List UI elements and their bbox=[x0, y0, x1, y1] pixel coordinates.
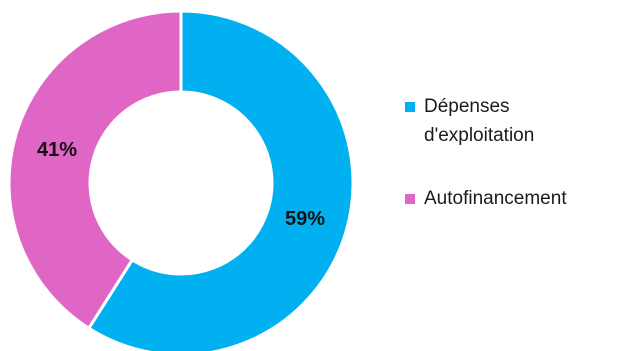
legend-swatch-autofinancement bbox=[405, 194, 415, 204]
slice-label-autofinancement: 41% bbox=[37, 139, 77, 161]
legend-swatch-depenses bbox=[405, 102, 415, 112]
legend-item-depenses: Dépenses d'exploitation bbox=[405, 92, 615, 150]
legend-label-depenses: Dépenses d'exploitation bbox=[424, 96, 535, 146]
slice-label-depenses: 59% bbox=[285, 208, 325, 230]
legend-label-autofinancement: Autofinancement bbox=[424, 188, 567, 209]
slice-depenses bbox=[87, 9, 355, 351]
slice-autofinancement bbox=[7, 9, 183, 330]
legend-item-autofinancement: Autofinancement bbox=[405, 184, 615, 213]
donut-slices bbox=[7, 9, 355, 351]
chart-legend: Dépenses d'exploitation Autofinancement bbox=[405, 92, 615, 213]
